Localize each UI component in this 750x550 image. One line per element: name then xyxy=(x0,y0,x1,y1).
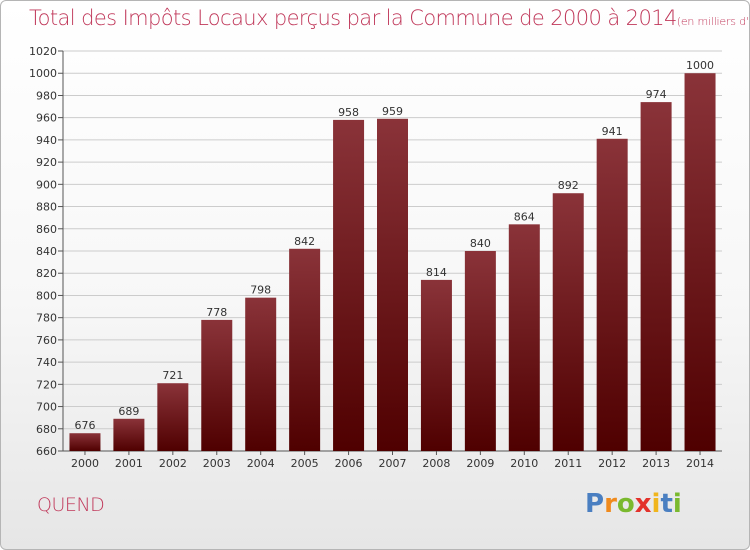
bar-2005 xyxy=(289,248,321,451)
value-label: 892 xyxy=(558,179,579,192)
bar-2013 xyxy=(640,102,672,451)
x-tick-label: 2010 xyxy=(510,457,538,470)
y-tick-label: 760 xyxy=(36,334,57,347)
x-tick-label: 2002 xyxy=(159,457,187,470)
logo-letter: i xyxy=(651,489,661,519)
value-label: 721 xyxy=(162,369,183,382)
y-tick-label: 1020 xyxy=(29,45,57,58)
y-tick-label: 680 xyxy=(36,423,57,436)
bar-2011 xyxy=(552,193,584,451)
logo-letter: r xyxy=(604,489,617,519)
bar-2007 xyxy=(377,118,408,452)
bar-2012 xyxy=(596,138,628,451)
bar-chart: 676 689 721 778 798 842 958 959 814 840 864 892 941 9… xyxy=(29,45,722,470)
bar-2004 xyxy=(245,297,277,451)
value-label: 798 xyxy=(250,284,271,297)
bar-2000 xyxy=(69,433,101,451)
value-label: 864 xyxy=(514,210,535,223)
y-tick-label: 800 xyxy=(36,289,57,302)
y-tick-label: 860 xyxy=(36,223,57,236)
x-tick-label: 2004 xyxy=(247,457,275,470)
y-tick-label: 900 xyxy=(36,178,57,191)
x-tick-label: 2008 xyxy=(422,457,450,470)
value-label: 842 xyxy=(294,235,315,248)
y-tick-label: 920 xyxy=(36,156,57,169)
value-label: 974 xyxy=(646,88,667,101)
y-tick-label: 880 xyxy=(36,201,57,214)
y-tick-label: 960 xyxy=(36,112,57,125)
value-label: 814 xyxy=(426,266,447,279)
x-tick-label: 2014 xyxy=(686,457,714,470)
value-label: 840 xyxy=(470,237,491,250)
x-tick-label: 2012 xyxy=(598,457,626,470)
x-tick-label: 2011 xyxy=(554,457,582,470)
bar-2010 xyxy=(508,224,540,451)
y-tick-label: 1000 xyxy=(29,67,57,80)
x-tick-label: 2000 xyxy=(71,457,99,470)
unit-label: (en milliers d'€) xyxy=(676,15,749,28)
y-tick-label: 820 xyxy=(36,267,57,280)
value-label: 778 xyxy=(206,306,227,319)
y-tick-label: 980 xyxy=(36,89,57,102)
chart-title: Total des Impôts Locaux perçus par la Co… xyxy=(29,6,749,30)
x-tick-label: 2009 xyxy=(466,457,494,470)
y-tick-label: 720 xyxy=(36,378,57,391)
bars xyxy=(69,73,716,452)
y-tick-label: 940 xyxy=(36,134,57,147)
value-label: 1000 xyxy=(686,59,714,72)
value-label: 689 xyxy=(118,405,139,418)
x-tick-label: 2007 xyxy=(379,457,407,470)
x-tick-label: 2001 xyxy=(115,457,143,470)
logo-letter: i xyxy=(672,489,682,519)
value-label: 959 xyxy=(382,105,403,118)
value-labels: 676 689 721 778 798 842 958 959 814 840 864 892 941 9… xyxy=(74,59,714,432)
y-tick-label: 740 xyxy=(36,356,57,369)
y-tick-label: 660 xyxy=(36,445,57,458)
x-tick-label: 2013 xyxy=(642,457,670,470)
value-label: 676 xyxy=(74,419,95,432)
bar-2006 xyxy=(333,119,365,451)
bar-2014 xyxy=(684,73,716,451)
x-tick-label: 2003 xyxy=(203,457,231,470)
y-tick-label: 780 xyxy=(36,312,57,325)
x-tick-label: 2005 xyxy=(291,457,319,470)
commune-name: QUEND xyxy=(37,494,105,516)
x-tick-label: 2006 xyxy=(335,457,363,470)
value-label: 941 xyxy=(602,125,623,138)
y-tick-label: 700 xyxy=(36,401,57,414)
logo-letter: o xyxy=(616,489,635,519)
y-tick-label: 840 xyxy=(36,245,57,258)
x-tick-labels: 2000 2001 2002 2003 2004 2005 2006 2007 2008 2009… xyxy=(71,451,714,470)
logo-letter: t xyxy=(660,489,673,519)
bar-2002 xyxy=(157,383,189,451)
bar-2009 xyxy=(464,251,496,451)
chart-title-text: Total des Impôts Locaux perçus par la Co… xyxy=(29,6,677,30)
proxiti-logo[interactable]: Proxiti xyxy=(585,489,682,519)
bar-2003 xyxy=(201,319,233,451)
y-tick-labels: 660 680 700 720 740 760 780 800 820 840 860 880 900 9… xyxy=(29,45,57,458)
value-label: 958 xyxy=(338,106,359,119)
bar-2001 xyxy=(113,418,145,451)
bar-2008 xyxy=(420,279,452,451)
logo-letter: x xyxy=(634,489,652,519)
logo-letter: P xyxy=(585,489,605,519)
